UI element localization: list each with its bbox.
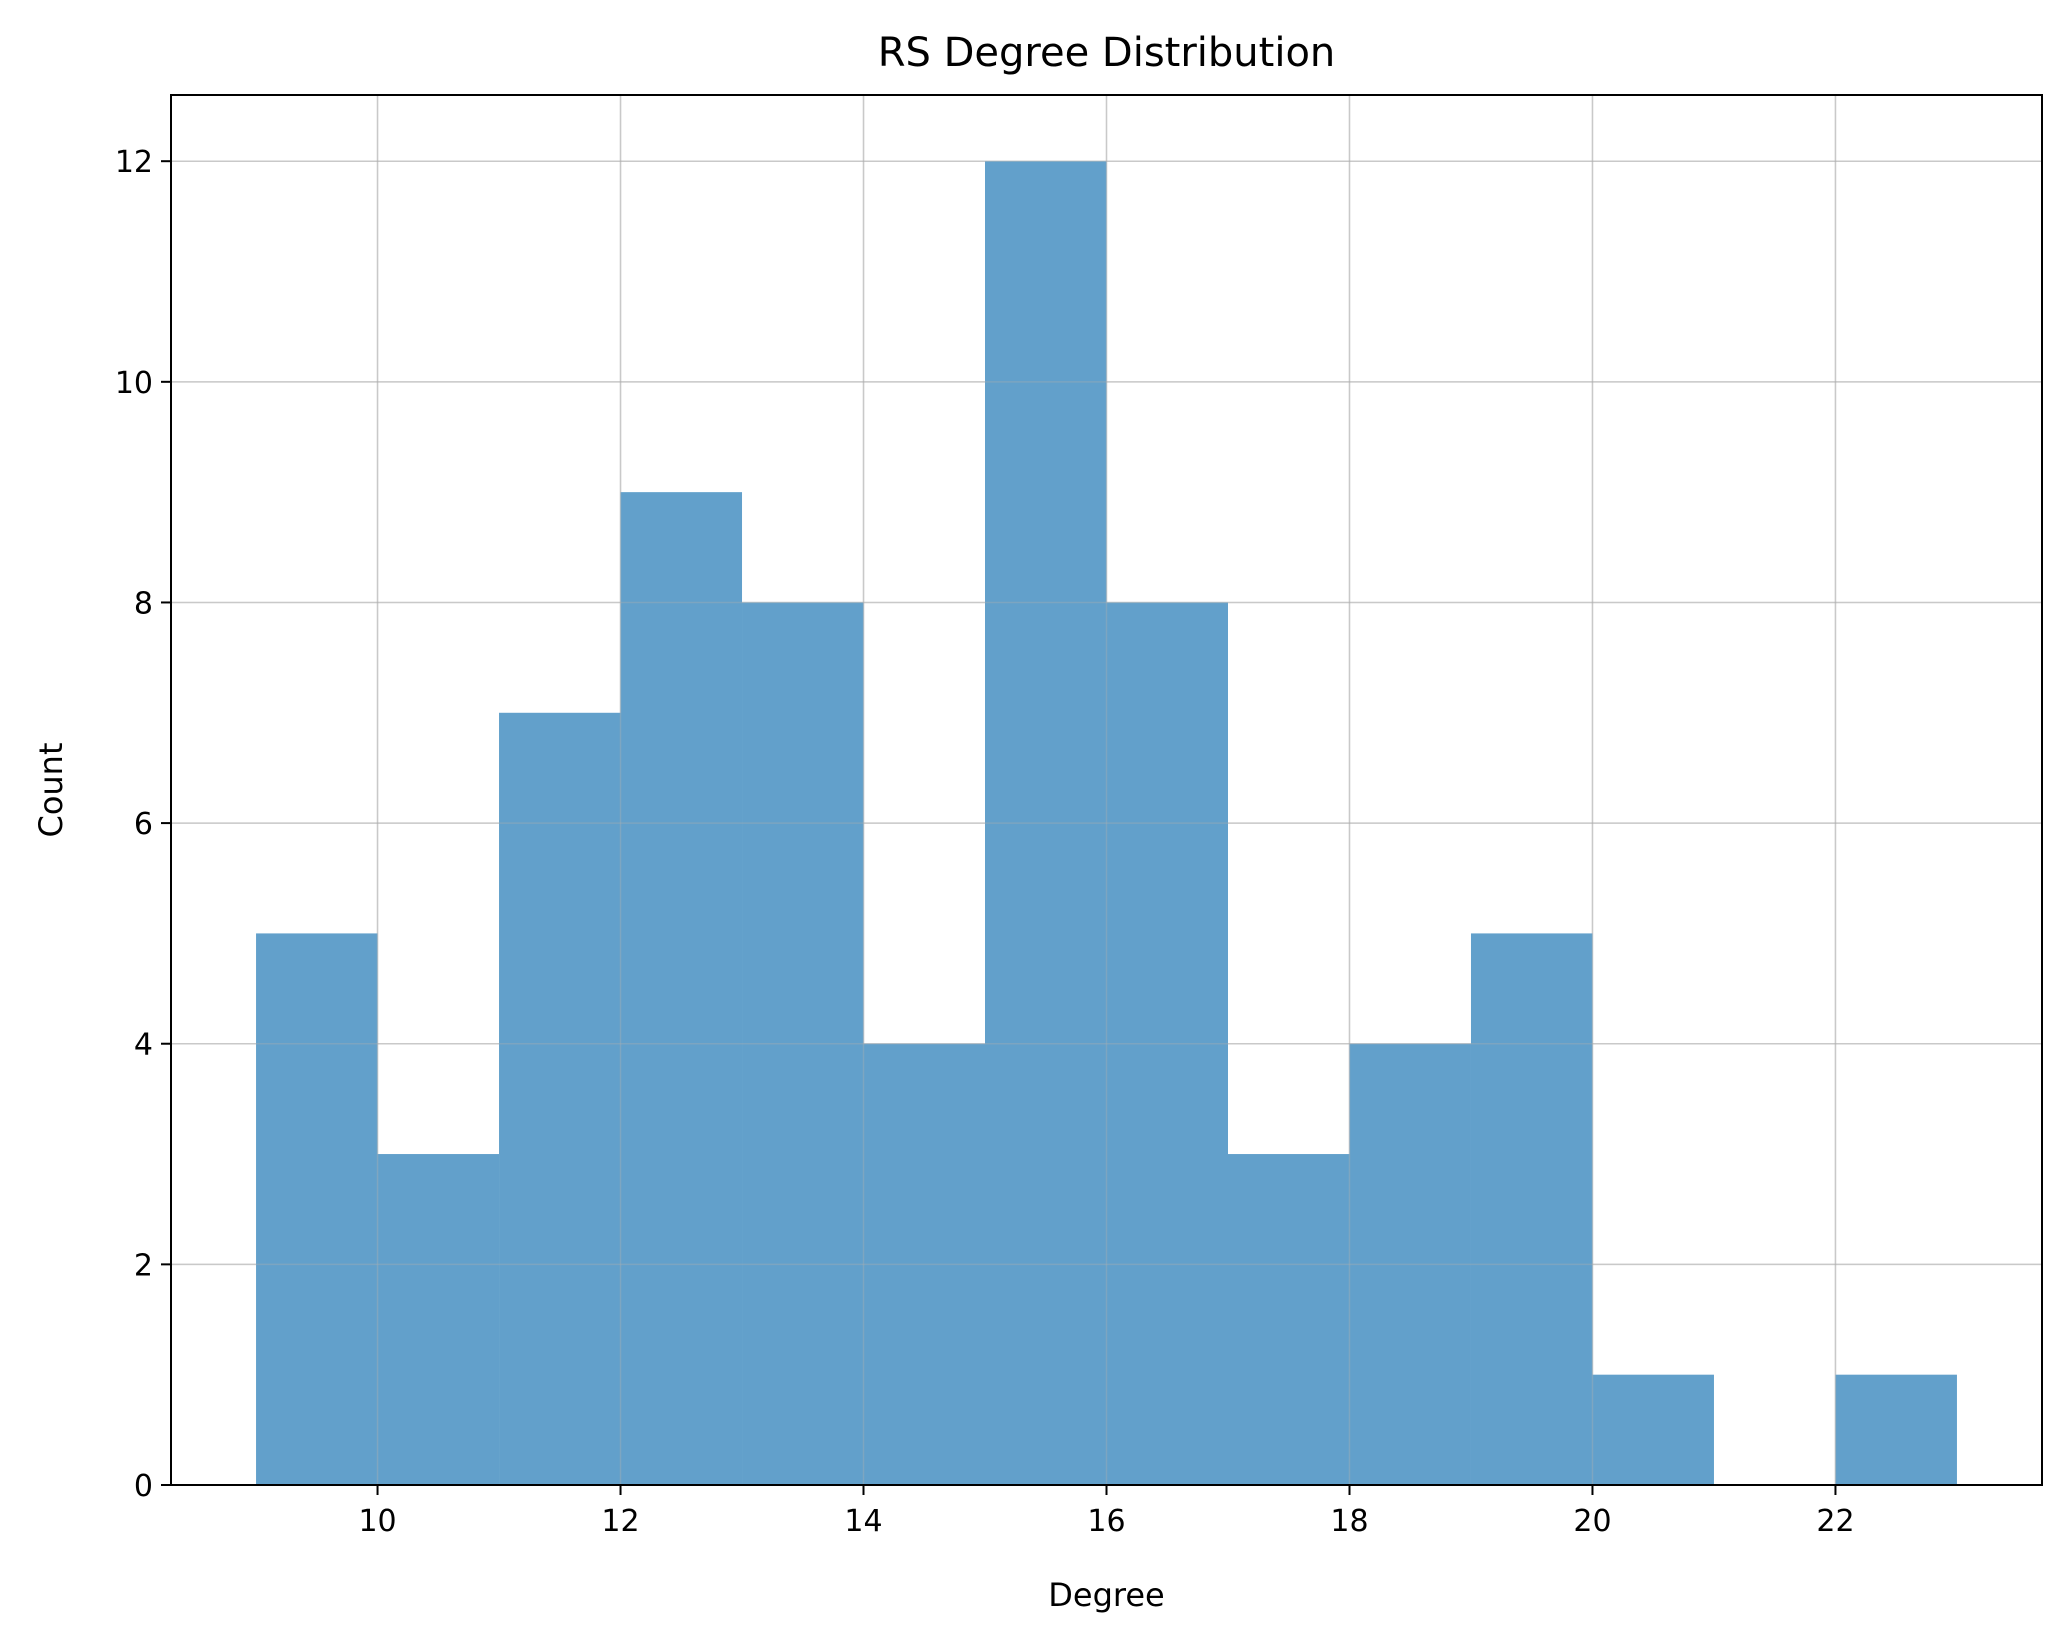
y-tick-label: 6 (134, 807, 153, 842)
chart-title: RS Degree Distribution (878, 30, 1336, 76)
x-tick-label: 12 (601, 1504, 639, 1539)
x-axis-label: Degree (1048, 1576, 1164, 1614)
x-tick-label: 14 (844, 1504, 882, 1539)
bars (256, 161, 1957, 1486)
y-axis-label: Count (32, 742, 70, 837)
x-tick-label: 22 (1816, 1504, 1854, 1539)
x-tick-label: 10 (358, 1504, 396, 1539)
histogram-bar (1106, 602, 1228, 1485)
histogram-bar (985, 161, 1107, 1486)
y-tick-label: 12 (115, 145, 153, 180)
y-axis-ticks: 0 2 4 6 8 10 12 (115, 145, 171, 1504)
histogram-bar (1227, 1154, 1350, 1485)
y-tick-label: 4 (134, 1028, 153, 1063)
histogram-bar (863, 1043, 986, 1485)
histogram-bar (742, 602, 864, 1485)
histogram-bar (499, 712, 621, 1485)
histogram-bar (1592, 1374, 1714, 1485)
y-tick-label: 8 (134, 586, 153, 621)
histogram-bar (620, 492, 743, 1486)
histogram-bar (1835, 1374, 1957, 1485)
y-tick-label: 2 (134, 1248, 153, 1283)
x-axis-ticks: 10 12 14 16 18 20 22 (358, 1485, 1855, 1539)
y-tick-label: 0 (134, 1469, 153, 1504)
histogram-bar (377, 1154, 500, 1485)
y-tick-label: 10 (115, 366, 153, 401)
x-tick-label: 18 (1330, 1504, 1368, 1539)
x-tick-label: 20 (1573, 1504, 1611, 1539)
histogram-bar (256, 933, 378, 1485)
histogram-bar (1470, 933, 1593, 1485)
x-tick-label: 16 (1087, 1504, 1125, 1539)
histogram-bar (1349, 1043, 1471, 1485)
